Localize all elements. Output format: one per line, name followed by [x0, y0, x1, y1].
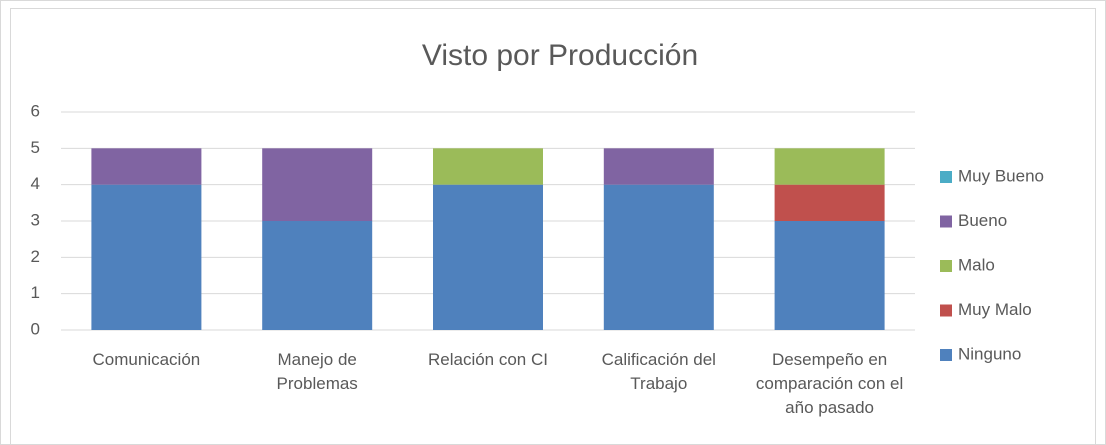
- bar-segment: [262, 221, 373, 330]
- bar-segment: [774, 221, 885, 330]
- bar-segment: [774, 184, 885, 221]
- legend-swatch: [940, 349, 952, 361]
- x-tick-label: Manejo de Problemas: [276, 350, 358, 393]
- bar-segment: [603, 184, 714, 330]
- y-tick-label: 3: [31, 210, 40, 229]
- bar-segment: [433, 148, 543, 185]
- bar-segment: [603, 148, 714, 185]
- x-tick-label: Comunicación: [92, 350, 201, 369]
- y-tick-label: 0: [31, 319, 40, 338]
- legend-label: Bueno: [958, 211, 1007, 230]
- bar-segment: [262, 148, 373, 221]
- legend-swatch: [940, 215, 952, 228]
- x-tick-label: Desempeño en comparación con el año pasa…: [755, 350, 904, 417]
- x-tick-label: Relación con CI: [427, 350, 548, 369]
- y-tick-label: 5: [31, 138, 40, 157]
- bar-segment: [91, 148, 202, 185]
- y-tick-label: 4: [31, 174, 40, 193]
- legend-label: Muy Malo: [958, 300, 1032, 319]
- legend-swatch: [940, 260, 952, 272]
- bar-segment: [433, 184, 543, 330]
- x-tick-label: Calificación del Trabajo: [601, 350, 716, 393]
- chart-title: Visto por Producción: [422, 39, 698, 72]
- y-tick-label: 1: [31, 283, 40, 302]
- y-tick-label: 2: [31, 247, 40, 266]
- bar-segment: [91, 184, 202, 330]
- legend-label: Muy Bueno: [958, 166, 1044, 185]
- legend-swatch: [940, 171, 952, 183]
- y-tick-label: 6: [31, 101, 40, 120]
- legend-label: Ninguno: [958, 344, 1021, 363]
- legend-swatch: [940, 304, 952, 317]
- legend-label: Malo: [958, 255, 995, 274]
- bar-segment: [774, 148, 885, 185]
